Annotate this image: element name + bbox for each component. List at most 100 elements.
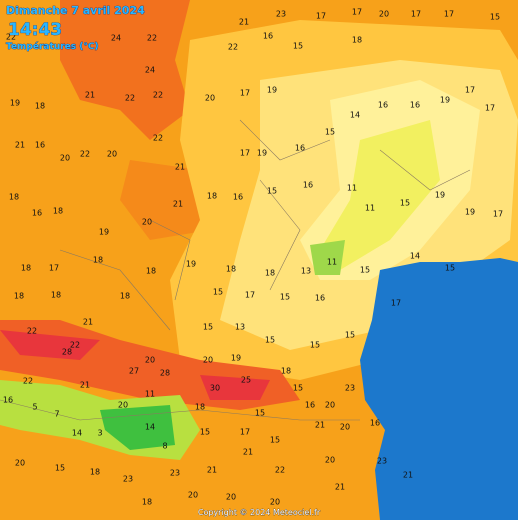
station-temperature: 16 — [305, 401, 315, 410]
station-temperature: 14 — [410, 252, 420, 261]
cold-zone — [310, 240, 345, 275]
station-temperature: 11 — [327, 258, 337, 267]
station-temperature: 20 — [118, 401, 128, 410]
station-temperature: 21 — [243, 448, 253, 457]
station-temperature: 16 — [3, 396, 13, 405]
station-temperature: 17 — [493, 210, 503, 219]
copyright: Copyright © 2024 Meteociel.fr — [198, 508, 321, 517]
station-temperature: 27 — [129, 367, 139, 376]
station-temperature: 14 — [350, 111, 360, 120]
station-temperature: 18 — [352, 36, 362, 45]
station-temperature: 20 — [325, 456, 335, 465]
station-temperature: 21 — [15, 141, 25, 150]
station-temperature: 18 — [51, 291, 61, 300]
station-temperature: 18 — [93, 256, 103, 265]
station-temperature: 17 — [444, 10, 454, 19]
station-temperature: 28 — [62, 348, 72, 357]
mountain-zone — [100, 405, 175, 450]
station-temperature: 14 — [72, 429, 82, 438]
station-temperature: 21 — [175, 163, 185, 172]
station-temperature: 20 — [270, 498, 280, 507]
station-temperature: 15 — [267, 187, 277, 196]
station-temperature: 11 — [145, 390, 155, 399]
station-temperature: 19 — [257, 149, 267, 158]
station-temperature: 16 — [315, 294, 325, 303]
station-temperature: 17 — [245, 291, 255, 300]
station-temperature: 20 — [188, 491, 198, 500]
station-temperature: 16 — [233, 193, 243, 202]
station-temperature: 18 — [14, 292, 24, 301]
warm-zone — [60, 0, 190, 140]
map-time: 14:43 — [8, 20, 62, 40]
station-temperature: 16 — [378, 101, 388, 110]
station-temperature: 18 — [9, 193, 19, 202]
station-temperature: 22 — [27, 327, 37, 336]
station-temperature: 18 — [207, 192, 217, 201]
station-temperature: 17 — [391, 299, 401, 308]
station-temperature: 7 — [54, 410, 59, 419]
station-temperature: 21 — [83, 318, 93, 327]
station-temperature: 20 — [325, 401, 335, 410]
station-temperature: 22 — [70, 341, 80, 350]
station-temperature: 19 — [435, 191, 445, 200]
station-temperature: 21 — [335, 483, 345, 492]
station-temperature: 17 — [485, 104, 495, 113]
station-temperature: 17 — [465, 86, 475, 95]
station-temperature: 23 — [123, 475, 133, 484]
station-temperature: 21 — [80, 381, 90, 390]
station-temperature: 17 — [240, 89, 250, 98]
station-temperature: 20 — [226, 493, 236, 502]
station-temperature: 19 — [231, 354, 241, 363]
station-temperature: 22 — [23, 377, 33, 386]
station-temperature: 22 — [153, 91, 163, 100]
station-temperature: 16 — [263, 32, 273, 41]
station-temperature: 15 — [293, 384, 303, 393]
station-temperature: 11 — [365, 204, 375, 213]
station-temperature: 22 — [275, 466, 285, 475]
station-temperature: 15 — [200, 428, 210, 437]
station-temperature: 21 — [239, 18, 249, 27]
station-temperature: 15 — [310, 341, 320, 350]
station-temperature: 24 — [145, 66, 155, 75]
cold-zone — [320, 120, 440, 270]
station-temperature: 22 — [153, 134, 163, 143]
station-temperature: 17 — [411, 10, 421, 19]
station-temperature: 22 — [147, 34, 157, 43]
station-temperature: 15 — [325, 128, 335, 137]
station-temperature: 18 — [265, 269, 275, 278]
station-temperature: 16 — [303, 181, 313, 190]
station-temperature: 20 — [60, 154, 70, 163]
map-legend: Températures (°C) — [6, 41, 99, 52]
station-temperature: 15 — [213, 288, 223, 297]
station-temperature: 22 — [6, 33, 16, 42]
station-temperature: 19 — [10, 99, 20, 108]
station-temperature: 20 — [142, 218, 152, 227]
station-temperature: 11 — [347, 184, 357, 193]
sea — [360, 258, 518, 520]
station-temperature: 25 — [241, 376, 251, 385]
station-temperature: 16 — [35, 141, 45, 150]
station-temperature: 18 — [226, 265, 236, 274]
station-temperature: 15 — [445, 264, 455, 273]
station-temperature: 19 — [186, 260, 196, 269]
station-temperature: 20 — [379, 10, 389, 19]
hot-zone — [0, 330, 270, 400]
station-temperature: 18 — [146, 267, 156, 276]
station-temperature: 13 — [301, 267, 311, 276]
station-temperature: 13 — [235, 323, 245, 332]
station-temperature: 20 — [145, 356, 155, 365]
station-temperature: 17 — [49, 264, 59, 273]
station-temperature: 16 — [410, 101, 420, 110]
station-temperature: 15 — [360, 266, 370, 275]
station-temperature: 23 — [170, 469, 180, 478]
station-temperature: 19 — [267, 86, 277, 95]
station-temperature: 20 — [203, 356, 213, 365]
station-temperature: 18 — [120, 292, 130, 301]
station-temperature: 15 — [345, 331, 355, 340]
map-title: Dimanche 7 avril 2024 — [6, 4, 145, 17]
station-temperature: 30 — [210, 384, 220, 393]
station-temperature: 18 — [21, 264, 31, 273]
station-temperature: 24 — [111, 34, 121, 43]
station-temperature: 19 — [440, 96, 450, 105]
